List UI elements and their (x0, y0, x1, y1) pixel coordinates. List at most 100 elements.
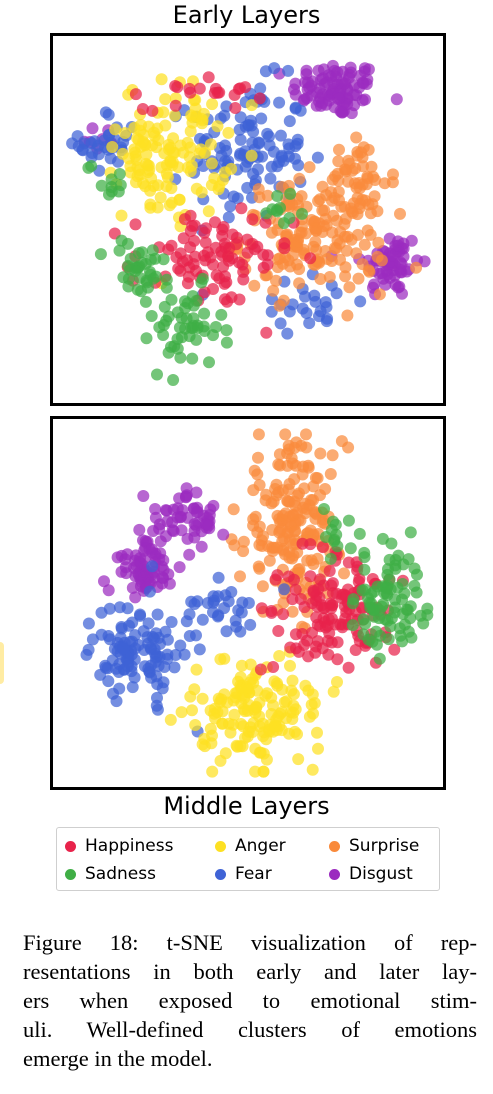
scatter-point-surprise (327, 209, 340, 222)
scatter-point-fear (222, 211, 235, 224)
scatter-point-sadness (391, 581, 404, 594)
scatter-point-sadness (346, 619, 359, 632)
scatter-point-sadness (185, 321, 198, 334)
scatter-point-surprise (248, 279, 261, 292)
scatter-point-happiness (288, 573, 300, 586)
scatter-point-anger (257, 765, 270, 778)
scatter-point-disgust (202, 519, 215, 532)
figure-caption: Figure 18: t-SNE visualization of rep- r… (23, 928, 477, 1073)
scatter-point-surprise (267, 495, 280, 508)
scatter-point-disgust (217, 528, 230, 541)
scatter-point-sadness (353, 527, 366, 540)
scatter-point-fear (207, 606, 219, 619)
scatter-point-happiness (314, 573, 326, 586)
scatter-point-fear (151, 650, 164, 663)
scatter-point-surprise (237, 545, 250, 558)
scatter-point-fear (121, 660, 134, 673)
scatter-point-surprise (284, 260, 297, 273)
scatter-point-fear (289, 152, 301, 165)
scatter-point-disgust (102, 584, 115, 597)
scatter-point-sadness (209, 321, 222, 333)
scatter-point-surprise (300, 428, 312, 441)
scatter-point-surprise (346, 164, 359, 177)
legend-item-surprise: Surprise (329, 834, 419, 858)
scatter-point-fear (178, 648, 191, 661)
scatter-point-sadness (165, 293, 178, 306)
scatter-point-happiness (210, 269, 223, 282)
scatter-point-fear (86, 147, 99, 159)
scatter-point-surprise (410, 261, 423, 274)
scatter-point-disgust (376, 267, 389, 280)
scatter-point-anger (327, 685, 340, 698)
scatter-point-happiness (189, 250, 201, 263)
scatter-point-disgust (138, 552, 151, 565)
scatter-point-anger (253, 746, 266, 759)
scatter-point-fear (161, 652, 174, 665)
scatter-point-fear (224, 200, 237, 213)
scatter-point-surprise (326, 449, 339, 462)
scatter-point-disgust (188, 518, 201, 530)
scatter-point-fear (283, 115, 296, 128)
scatter-point-surprise (237, 535, 250, 548)
legend-item-disgust: Disgust (329, 862, 413, 886)
scatter-point-surprise (314, 273, 327, 285)
scatter-point-happiness (229, 102, 242, 114)
scatter-point-happiness (246, 213, 259, 226)
scatter-point-anger (119, 127, 131, 139)
scatter-point-happiness (177, 232, 190, 245)
scatter-point-fear (117, 642, 130, 655)
scatter-point-happiness (235, 202, 248, 215)
scatter-point-anger (213, 180, 226, 193)
scatter-point-surprise (387, 168, 399, 181)
scatter-point-happiness (304, 538, 317, 551)
scatter-point-surprise (351, 228, 364, 241)
scatter-point-happiness (321, 619, 334, 632)
scatter-point-surprise (305, 494, 318, 506)
scatter-point-sadness (179, 295, 191, 308)
scatter-point-anger (144, 198, 157, 211)
scatter-point-surprise (350, 247, 363, 260)
scatter-point-happiness (233, 293, 246, 306)
scatter-point-happiness (198, 286, 211, 299)
scatter-point-fear (99, 659, 112, 672)
scatter-point-sadness (113, 244, 126, 257)
caption-line: emerge in the model. (23, 1046, 213, 1071)
scatter-point-sadness (411, 568, 423, 581)
scatter-point-anger (196, 692, 209, 705)
scatter-point-surprise (338, 567, 350, 580)
scatter-point-sadness (115, 234, 128, 247)
scatter-point-anger (155, 161, 168, 174)
scatter-point-surprise (307, 480, 320, 493)
scatter-point-disgust (394, 256, 407, 269)
scatter-point-surprise (283, 443, 296, 456)
scatter-point-surprise (352, 272, 365, 285)
early-layers-panel (50, 33, 446, 406)
scatter-point-happiness (325, 579, 338, 592)
scatter-point-anger (154, 191, 167, 204)
scatter-point-sadness (160, 273, 173, 286)
scatter-point-surprise (293, 172, 306, 185)
scatter-point-happiness (171, 81, 184, 94)
scatter-point-sadness (140, 332, 153, 345)
scatter-point-happiness (304, 570, 317, 583)
scatter-point-disgust (176, 504, 189, 517)
scatter-point-anger (141, 166, 154, 179)
scatter-point-fear (354, 295, 367, 308)
scatter-point-happiness (129, 88, 142, 101)
scatter-point-anger (184, 125, 197, 138)
scatter-point-fear (174, 639, 187, 652)
scatter-point-sadness (398, 618, 411, 631)
scatter-point-sadness (198, 325, 211, 337)
scatter-point-anger (225, 162, 238, 175)
scatter-point-happiness (207, 258, 219, 271)
scatter-point-surprise (295, 190, 308, 203)
scatter-point-disgust (379, 278, 392, 291)
scatter-point-surprise (324, 468, 337, 480)
scatter-point-happiness (304, 252, 317, 265)
scatter-point-sadness (380, 582, 393, 595)
scatter-point-anger (197, 107, 210, 120)
scatter-point-anger (218, 652, 231, 665)
scatter-point-sadness (114, 179, 127, 192)
scatter-point-happiness (199, 236, 212, 249)
scatter-point-happiness (129, 218, 142, 231)
